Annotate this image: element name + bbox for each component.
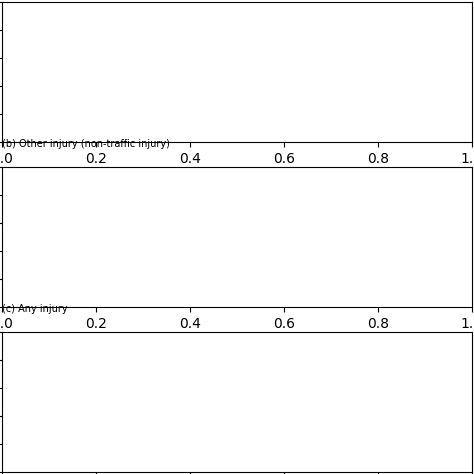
Text: (c) Any injury: (c) Any injury xyxy=(2,304,68,314)
Text: (b) Other injury (non-traffic injury): (b) Other injury (non-traffic injury) xyxy=(2,139,170,149)
